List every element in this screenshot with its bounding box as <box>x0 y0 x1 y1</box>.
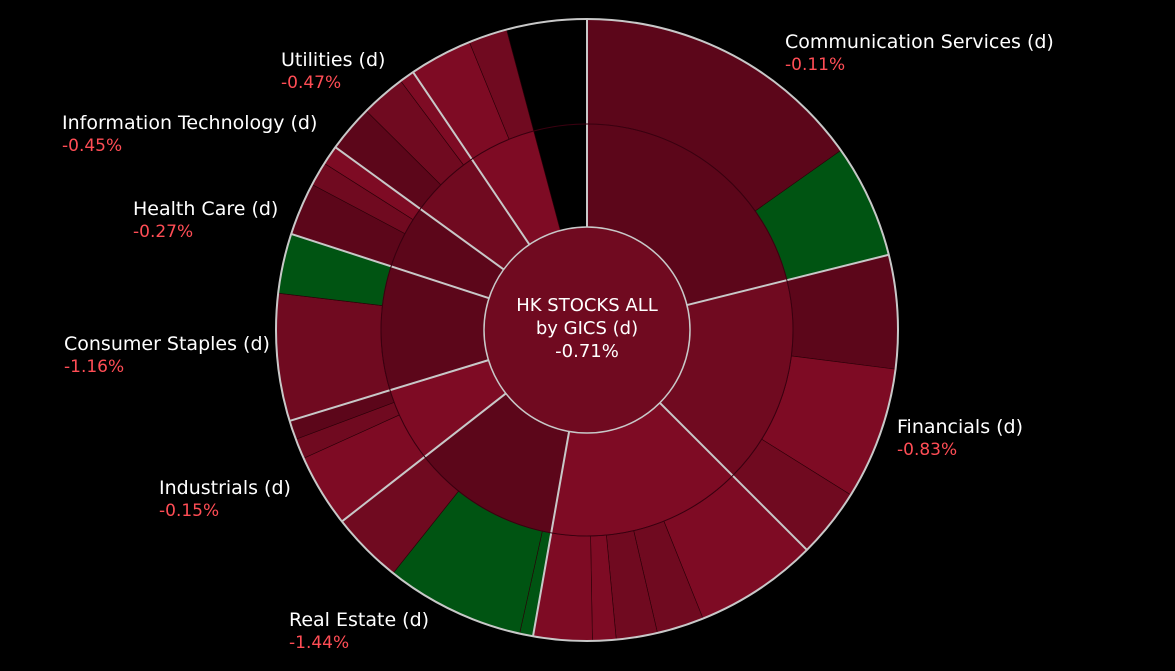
sector-divider-2 <box>659 402 808 551</box>
outer-ring-outline <box>275 18 899 642</box>
sector-divider-1 <box>686 253 890 307</box>
inner-ring <box>380 123 794 537</box>
sector-label-3: Industrials (d) <box>159 477 291 499</box>
sector-label-7: Utilities (d) <box>281 49 385 71</box>
sector-change-1: -0.83% <box>897 440 957 460</box>
sector-label-0: Communication Services (d) <box>785 31 1054 53</box>
sector-change-5: -0.27% <box>133 222 193 242</box>
sector-divider-4 <box>341 392 507 523</box>
sector-label-2: Real Estate (d) <box>289 609 429 631</box>
sector-change-2: -1.44% <box>289 633 349 653</box>
sector-divider-7 <box>334 146 505 271</box>
sector-divider-3 <box>532 431 571 637</box>
dividers <box>275 18 899 642</box>
sector-labels: Communication Services (d)-0.11% Financia… <box>62 31 1054 653</box>
sector-change-0: -0.11% <box>785 55 845 75</box>
sector-divider-5 <box>289 359 489 422</box>
sector-label-6: Information Technology (d) <box>62 112 317 134</box>
sector-change-7: -0.47% <box>281 73 341 93</box>
sector-label-4: Consumer Staples (d) <box>64 333 270 355</box>
sector-divider-8 <box>412 71 531 246</box>
chart-subtitle: by GICS (d) <box>536 318 638 339</box>
sector-label-1: Financials (d) <box>897 416 1023 438</box>
sector-change-6: -0.45% <box>62 136 122 156</box>
sector-change-3: -0.15% <box>159 501 219 521</box>
sector-label-5: Health Care (d) <box>133 198 278 220</box>
sector-change-4: -1.16% <box>64 357 124 377</box>
chart-title: HK STOCKS ALL <box>516 295 658 316</box>
inner-ring-outline <box>380 123 794 537</box>
chart-total-change: -0.71% <box>555 341 619 362</box>
sector-divider-6 <box>290 232 490 300</box>
